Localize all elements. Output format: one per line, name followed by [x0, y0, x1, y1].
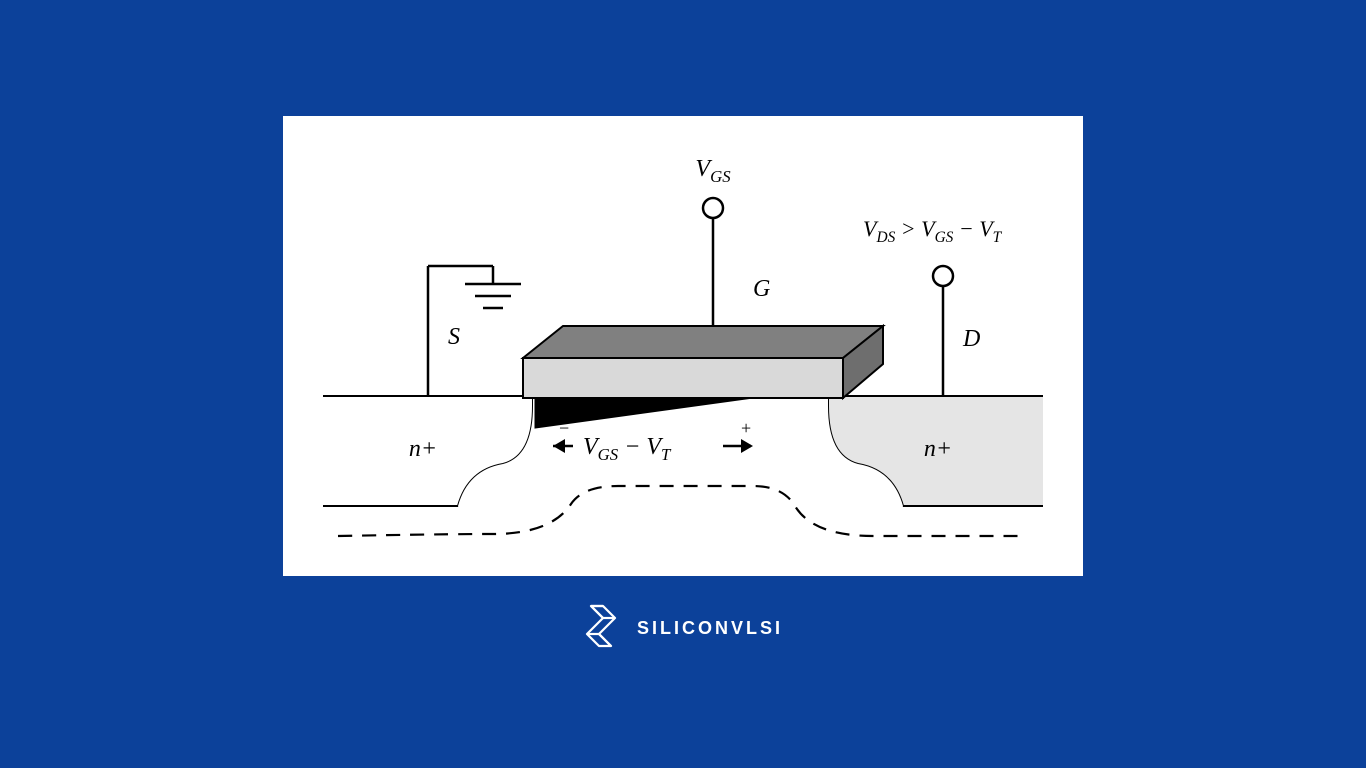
mosfet-diagram-panel: VGS G S D VDS > VGS − VT n+	[283, 116, 1083, 576]
brand-logo-icon	[583, 604, 623, 652]
gate-top	[523, 326, 883, 358]
drain-label: D	[962, 326, 980, 352]
minus-label: −	[559, 418, 569, 438]
brand-text: SILICONVLSI	[637, 618, 783, 639]
source-label: S	[448, 324, 460, 350]
nplus-left-label: n+	[409, 436, 437, 462]
gate-terminal-icon	[703, 198, 723, 218]
plus-label: +	[741, 418, 751, 438]
gate-oxide	[523, 358, 843, 398]
drain-terminal-icon	[933, 266, 953, 286]
vgs-label: VGS	[695, 156, 731, 186]
mosfet-cross-section: VGS G S D VDS > VGS − VT n+	[283, 116, 1083, 576]
gate-label: G	[753, 276, 770, 302]
page-root: VGS G S D VDS > VGS − VT n+	[0, 0, 1366, 768]
nplus-right-label: n+	[924, 436, 952, 462]
condition-label: VDS > VGS − VT	[863, 216, 1003, 247]
brand-footer: SILICONVLSI	[583, 604, 783, 652]
